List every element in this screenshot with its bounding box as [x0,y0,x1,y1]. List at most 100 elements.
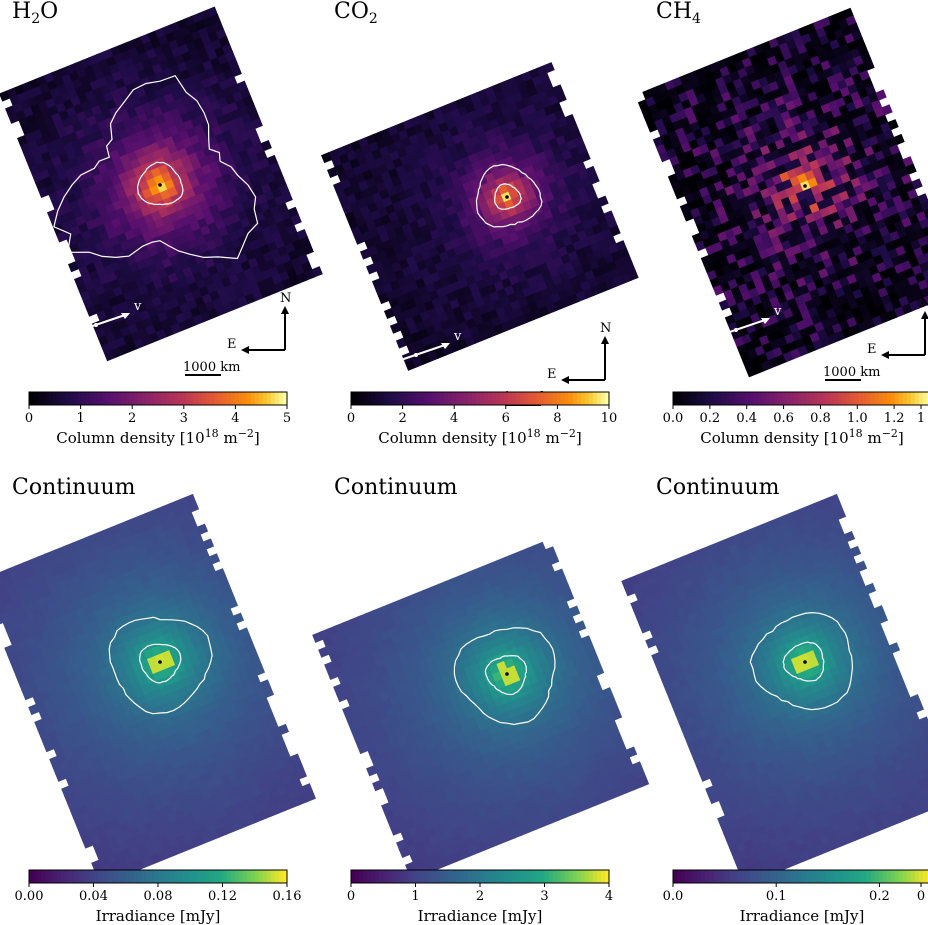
heatmap-cell [196,174,209,186]
heatmap-cell [142,274,154,286]
heatmap-cell [138,137,151,149]
heatmap-cell [275,177,287,189]
heatmap-cell [493,151,505,163]
heatmap-cell [749,183,761,195]
heatmap-cell [453,288,465,300]
heatmap-cell [771,174,784,186]
heatmap-cell [790,71,802,84]
colorbar-segment [262,392,268,405]
colorbar-segment [174,392,179,405]
heatmap-cell [437,268,449,281]
colorbar-segment [488,392,493,405]
heatmap-cell [866,153,879,165]
heatmap-cell [606,260,618,273]
heatmap-cell [400,240,412,253]
heatmap-cell [163,282,175,295]
heatmap-cell [211,168,223,180]
heatmap-cell [736,171,748,183]
heatmap-cell [816,113,828,125]
heatmap-cell [106,185,118,197]
heatmap-cell [472,228,485,240]
heatmap-cell [768,210,781,222]
heatmap-cell [242,95,254,107]
heatmap-cell [802,101,814,113]
heatmap-cell [271,273,283,285]
heatmap-cell [15,109,27,121]
heatmap-cell [795,190,807,202]
heatmap-cell [710,130,722,142]
heatmap-cell [230,108,243,121]
heatmap-cell [228,187,240,199]
heatmap-cell [148,288,160,301]
colorbar-segment [737,392,743,405]
heatmap-cell [500,105,512,117]
heatmap-cell [207,264,219,277]
heatmap-cell [150,37,162,50]
heatmap-cell [187,65,199,78]
heatmap-cell [819,120,831,132]
heatmap-cell [839,86,852,98]
heatmap-cell [185,317,197,329]
heatmap-cell [176,251,188,263]
heatmap-cell [160,85,173,97]
heatmap-cell [493,237,505,249]
heatmap-cell [197,303,209,315]
colorbar-segment [49,870,54,883]
heatmap-cell [193,80,205,93]
heatmap-cell [171,219,184,231]
heatmap-cell [740,118,752,130]
colorbar-segment [890,392,896,405]
heatmap-cell [143,256,155,268]
heatmap-cell [256,193,268,205]
heatmap-cell [443,283,455,295]
heatmap-cell [751,208,763,220]
heatmap-cell [224,284,236,296]
heatmap-cell [400,283,412,296]
heatmap-cell [470,117,483,129]
colorbar-segment [500,392,505,405]
heatmap-cell [730,199,742,212]
heatmap-cell [847,83,859,95]
heatmap-cell [599,220,611,233]
heatmap-cell [752,104,764,116]
heatmap-cell [192,227,204,240]
heatmap-cell [872,168,885,180]
colorbar-segment [910,392,916,405]
heatmap-cell [794,165,806,177]
heatmap-cell [138,51,150,63]
heatmap-cell [663,97,675,109]
contour-line [136,161,184,206]
heatmap-cell [145,324,157,336]
heatmap-cell [526,232,538,245]
heatmap-cell [581,176,593,188]
heatmap-cell [563,217,575,230]
heatmap-cell [43,115,55,127]
heatmap-cell [22,106,35,118]
heatmap-cell [795,104,807,116]
heatmap-cell [575,204,587,216]
heatmap-cell [658,151,671,163]
heatmap-cell [275,220,288,232]
heatmap-cell [719,195,732,207]
heatmap-cell [525,103,538,115]
heatmap-cell [605,235,617,247]
heatmap-cell [398,258,410,270]
heatmap-cell [615,240,627,252]
heatmap-cell [409,306,421,318]
heatmap-cell [470,307,482,319]
heatmap-cell [737,67,749,79]
heatmap-cell [694,240,706,252]
heatmap-cell [192,141,204,153]
heatmap-cell [289,275,301,287]
heatmap-cell [839,43,851,55]
heatmap-cell [765,202,778,214]
heatmap-cell [555,134,567,147]
heatmap-cell [85,133,97,145]
heatmap-cell [591,266,603,279]
heatmap-cell [749,97,761,109]
colorbar-segment [806,392,811,405]
heatmap-cell [401,179,413,192]
heatmap-cell [459,173,471,185]
colorbar-segment [33,392,38,405]
heatmap-cell [871,142,883,155]
